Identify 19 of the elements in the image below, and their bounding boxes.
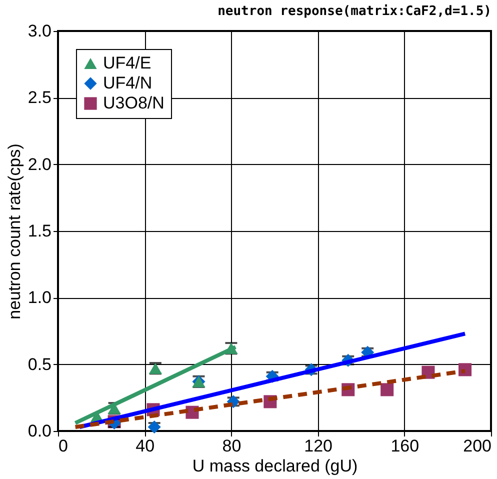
x-tick-label: 160 [390, 436, 420, 456]
y-tick-label: 3.0 [28, 22, 52, 40]
chart-title: neutron response(matrix:CaF2,d=1.5) [218, 4, 492, 19]
x-tick-label: 0 [58, 436, 68, 456]
x-axis-title: U mass declared (gU) [192, 456, 358, 476]
x-tick-label: 120 [304, 436, 332, 456]
legend-label: U3O8/N [103, 94, 164, 112]
y-tick-label: 1.0 [28, 288, 52, 308]
legend-label: UF4/N [103, 74, 152, 92]
y-tick-label: 0.0 [28, 422, 52, 440]
x-tick-label: 40 [136, 436, 155, 456]
legend-label: UF4/E [103, 54, 152, 72]
x-tick-label: 200 [463, 436, 492, 456]
y-axis-title: neutron count rate(cps) [4, 144, 24, 320]
y-tick-label: 2.5 [28, 88, 52, 108]
y-tick-label: 1.5 [28, 222, 52, 240]
x-tick-label: 80 [222, 436, 242, 456]
y-tick-label: 0.5 [28, 354, 52, 374]
y-tick-label: 2.0 [28, 154, 52, 174]
